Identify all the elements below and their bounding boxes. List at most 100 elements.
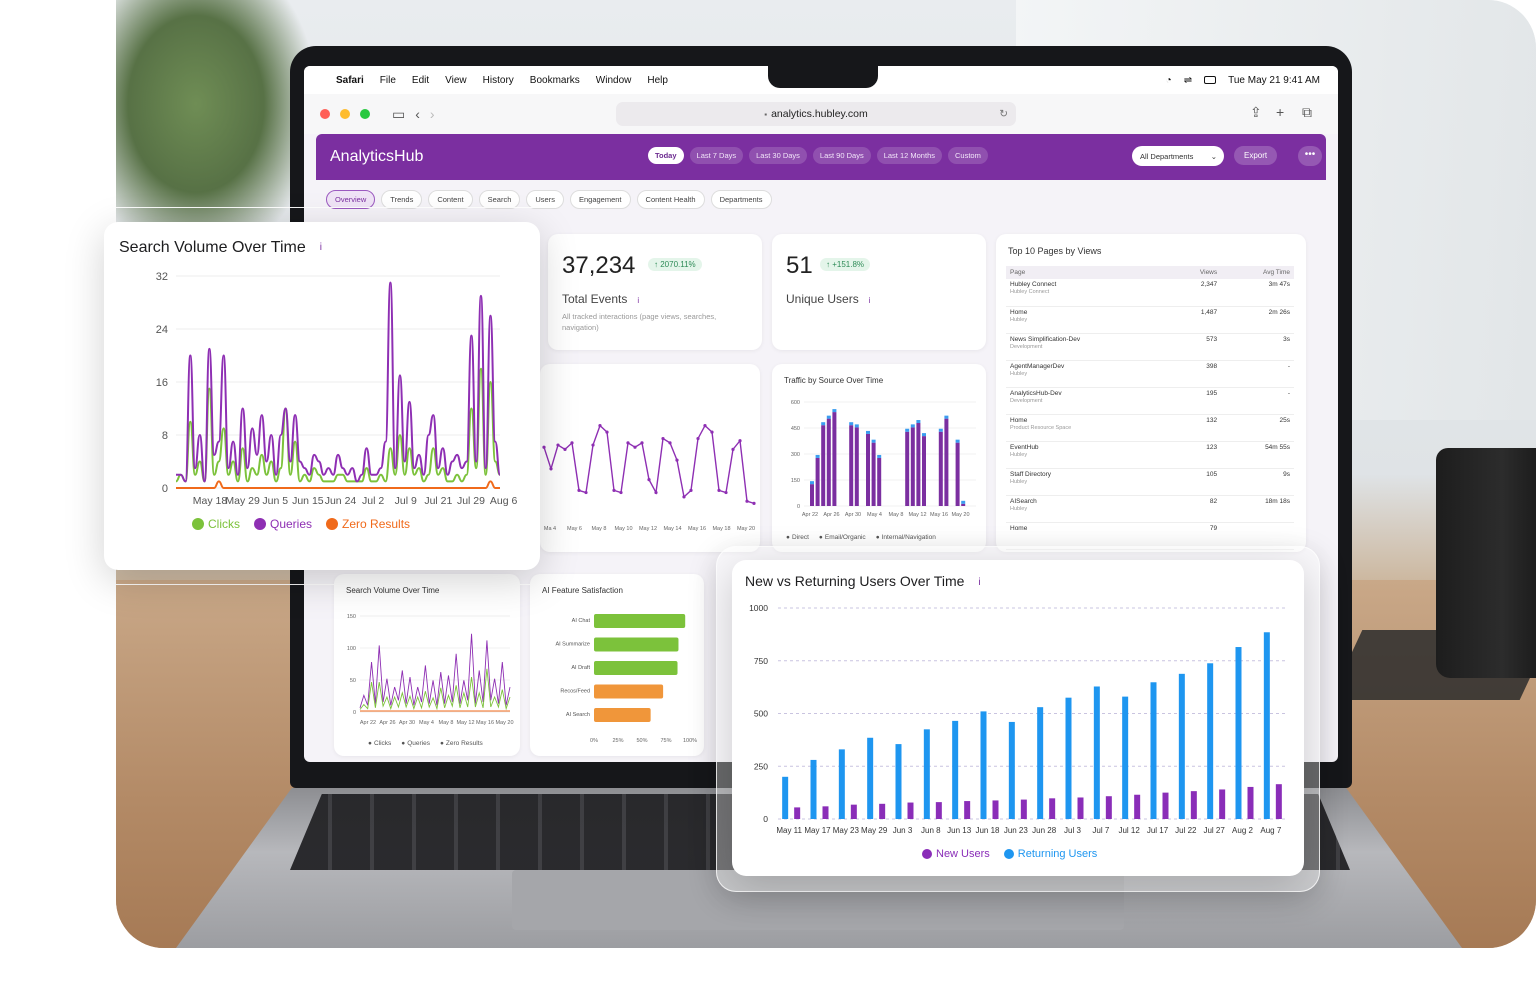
- legend-small-zero: Zero Results: [440, 740, 483, 747]
- lock-icon: ▪: [764, 109, 768, 119]
- info-icon[interactable]: i: [868, 296, 871, 305]
- table-row[interactable]: News Simplification-Dev Development 573 3s: [1006, 333, 1294, 361]
- y-tick-label: 750: [754, 656, 768, 666]
- address-bar[interactable]: ▪ analytics.hubley.com ↻: [616, 102, 1016, 126]
- tab-users[interactable]: Users: [526, 190, 564, 209]
- table-row[interactable]: Home 79: [1006, 522, 1294, 550]
- x-tick-label: May 10: [614, 526, 632, 532]
- reload-icon[interactable]: ↻: [999, 108, 1008, 120]
- tab-search[interactable]: Search: [478, 190, 521, 209]
- users-bar-chart: 1000 750 500 250 0 May 11 May 17 May 23 May 29 Ju…: [749, 603, 1288, 835]
- range-12-months[interactable]: Last 12 Months: [876, 147, 942, 164]
- share-icon[interactable]: ⇪: [1250, 104, 1262, 120]
- avg-time-cell: 2m 26s: [1221, 306, 1294, 334]
- tab-departments[interactable]: Departments: [710, 190, 772, 209]
- activity-point: [703, 424, 707, 428]
- table-row[interactable]: AISearch Hubley 82 18m 18s: [1006, 495, 1294, 523]
- users-title-row: New vs Returning Users Over Time i: [745, 573, 981, 589]
- more-options-button[interactable]: •••: [1298, 146, 1322, 166]
- x-tick-label: May 16: [930, 512, 948, 518]
- range-30-days[interactable]: Last 30 Days: [749, 147, 807, 164]
- tab-content-health[interactable]: Content Health: [636, 190, 705, 209]
- satisfaction-bar: [594, 614, 686, 628]
- page-name[interactable]: EventHub: [1010, 443, 1039, 451]
- close-window-icon[interactable]: [320, 109, 330, 119]
- sidebar-toggle-icon[interactable]: ▭: [392, 105, 406, 122]
- menu-help[interactable]: Help: [647, 74, 668, 86]
- menu-app-name[interactable]: Safari: [336, 74, 364, 86]
- x-tick-label: Jul 7: [1092, 826, 1109, 835]
- battery-icon[interactable]: [1204, 76, 1217, 84]
- bar-returning-users: [1207, 663, 1214, 819]
- tab-trends[interactable]: Trends: [381, 190, 423, 209]
- tab-engagement[interactable]: Engagement: [569, 190, 631, 209]
- info-icon[interactable]: i: [319, 242, 322, 254]
- menu-history[interactable]: History: [482, 74, 514, 86]
- page-name[interactable]: Staff Directory: [1010, 470, 1052, 478]
- table-row[interactable]: Home Product Resource Space 132 25s: [1006, 414, 1294, 442]
- minimize-window-icon[interactable]: [340, 109, 350, 119]
- info-icon[interactable]: i: [637, 296, 640, 305]
- dashboard-tabs: Overview Trends Content Search Users Eng…: [326, 190, 772, 209]
- bar-new-users: [879, 803, 886, 819]
- control-center-icon[interactable]: ⇌: [1183, 74, 1193, 86]
- page-name[interactable]: Home: [1010, 416, 1028, 424]
- tab-overview[interactable]: Overview: [326, 190, 376, 209]
- menu-window[interactable]: Window: [595, 74, 632, 86]
- page-site: Development: [1010, 397, 1043, 404]
- export-button[interactable]: Export: [1234, 146, 1278, 165]
- zoom-window-icon[interactable]: [360, 109, 370, 119]
- table-row[interactable]: Staff Directory Hubley 105 9s: [1006, 468, 1294, 496]
- info-icon[interactable]: i: [978, 576, 981, 588]
- col-views[interactable]: Views: [1168, 266, 1222, 279]
- table-row[interactable]: AnalyticsHub-Dev Development 195-: [1006, 387, 1294, 415]
- table-row[interactable]: Hubley Connect Hubley Connect 2,347 3m 47s: [1006, 279, 1294, 307]
- menu-view[interactable]: View: [445, 74, 467, 86]
- browser-toolbar: ▭ ‹ › ▪ analytics.hubley.com ↻ ⇪ + ⧉: [304, 94, 1338, 134]
- bar-direct: [854, 427, 859, 506]
- x-tick-label: Jul 3: [1064, 826, 1081, 835]
- bar-returning-users: [867, 737, 874, 819]
- forward-icon[interactable]: ›: [429, 106, 435, 122]
- bar-direct: [922, 436, 926, 506]
- tab-content[interactable]: Content: [428, 190, 473, 209]
- new-tab-icon[interactable]: +: [1276, 104, 1285, 120]
- app-brand[interactable]: AnalyticsHub: [330, 148, 424, 165]
- page-name[interactable]: AISearch: [1010, 497, 1037, 505]
- x-tick-label: Apr 22: [802, 512, 818, 518]
- x-tick-label: May 4: [419, 720, 434, 726]
- range-today[interactable]: Today: [648, 147, 684, 164]
- tab-overview-icon[interactable]: ⧉: [1302, 104, 1312, 120]
- menubar-datetime[interactable]: Tue May 21 9:41 AM: [1228, 74, 1320, 86]
- back-icon[interactable]: ‹: [415, 106, 420, 122]
- col-page[interactable]: Page: [1006, 266, 1169, 279]
- department-select[interactable]: All Departments ⌄: [1132, 146, 1224, 166]
- range-custom[interactable]: Custom: [947, 147, 988, 164]
- legend-internal-navigation: Internal/Navigation: [876, 534, 936, 541]
- page-name[interactable]: AgentManagerDev: [1010, 362, 1065, 370]
- menu-edit[interactable]: Edit: [411, 74, 430, 86]
- range-7-days[interactable]: Last 7 Days: [689, 147, 744, 164]
- bar-internal-navigation: [849, 422, 854, 426]
- page-name[interactable]: Home: [1010, 524, 1028, 532]
- menu-bookmarks[interactable]: Bookmarks: [529, 74, 580, 86]
- table-row[interactable]: AgentManagerDev Hubley 398-: [1006, 360, 1294, 388]
- page-site: Hubley: [1010, 316, 1028, 323]
- views-cell: 2,347: [1168, 279, 1222, 307]
- legend-clicks-label: Clicks: [208, 517, 240, 531]
- bar-returning-users: [782, 776, 789, 819]
- range-90-days[interactable]: Last 90 Days: [812, 147, 871, 164]
- table-row[interactable]: Home Hubley 1,487 2m 26s: [1006, 306, 1294, 334]
- page-name[interactable]: AnalyticsHub-Dev: [1010, 389, 1062, 397]
- total-events-label: Total Events i: [562, 292, 639, 306]
- bar-new-users: [1134, 794, 1141, 819]
- ai-satisfaction-card: AI Feature Satisfaction AI Chat AI Summar…: [530, 574, 704, 756]
- menu-file[interactable]: File: [379, 74, 396, 86]
- wifi-icon[interactable]: ◔: [1165, 74, 1172, 86]
- col-avg-time[interactable]: Avg Time: [1221, 266, 1294, 279]
- page-name[interactable]: Home: [1010, 308, 1028, 316]
- page-name[interactable]: News Simplification-Dev: [1010, 335, 1081, 343]
- table-row[interactable]: EventHub Hubley 123 54m 55s: [1006, 441, 1294, 469]
- page-name[interactable]: Hubley Connect: [1010, 281, 1057, 288]
